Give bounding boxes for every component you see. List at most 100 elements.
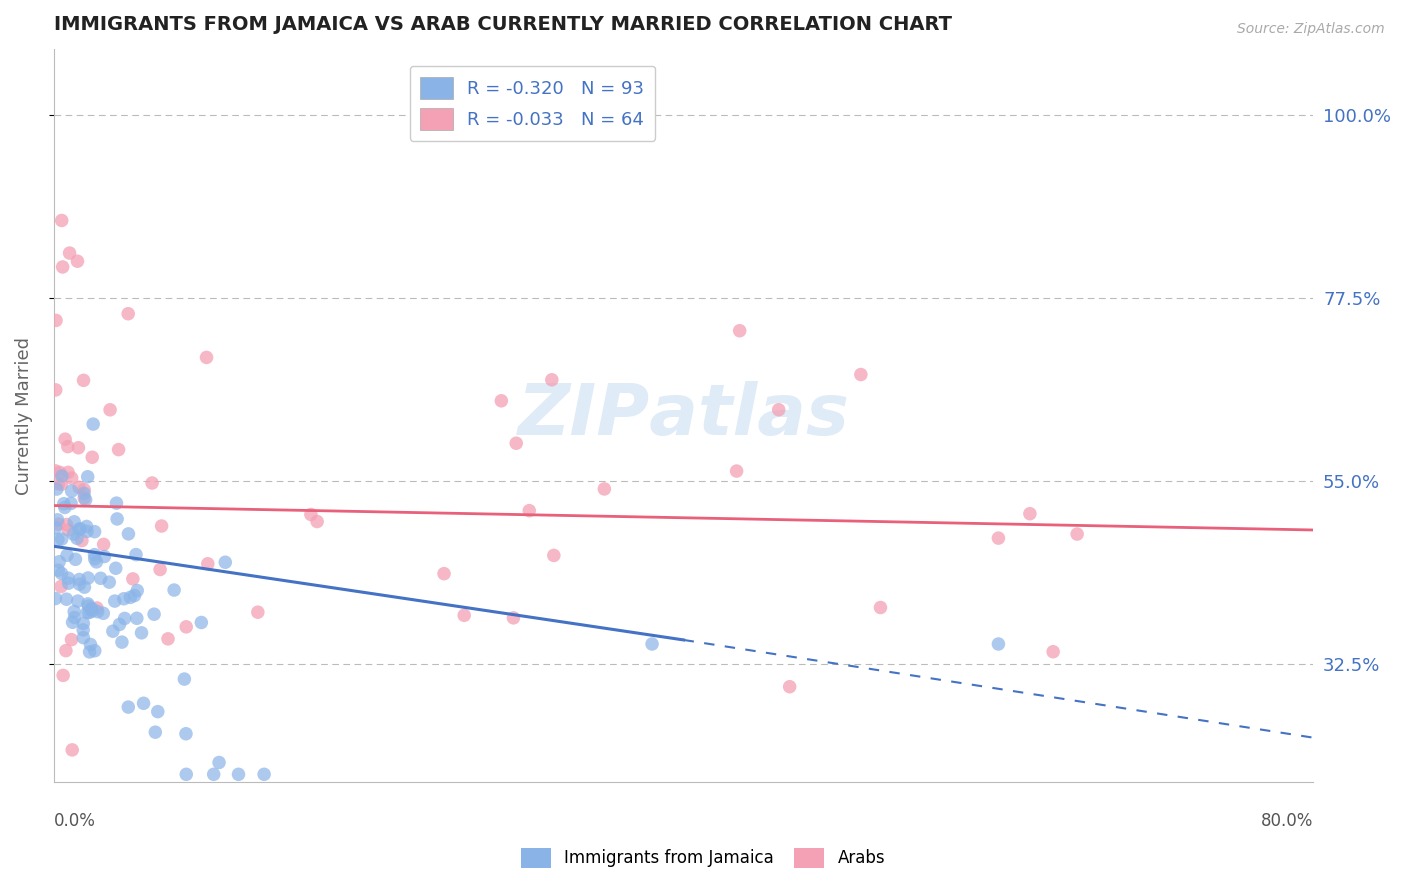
Point <box>112 591 135 606</box>
Point <box>82 417 104 431</box>
Point <box>83 524 105 539</box>
Point <box>543 549 565 563</box>
Point <box>121 572 143 586</box>
Point <box>131 625 153 640</box>
Point <box>77 599 100 613</box>
Point <box>849 368 872 382</box>
Point <box>641 637 664 651</box>
Point <box>149 562 172 576</box>
Point <box>60 471 83 485</box>
Point <box>65 552 87 566</box>
Point <box>79 645 101 659</box>
Point <box>77 571 100 585</box>
Point <box>593 482 616 496</box>
Point <box>91 607 114 621</box>
Point <box>51 213 73 227</box>
Point <box>73 486 96 500</box>
Point <box>174 620 197 634</box>
Point <box>56 549 79 563</box>
Point <box>1019 507 1042 521</box>
Point <box>55 643 77 657</box>
Point <box>146 705 169 719</box>
Point <box>48 517 70 532</box>
Point <box>505 436 527 450</box>
Point <box>83 548 105 562</box>
Point <box>76 469 98 483</box>
Point <box>58 571 80 585</box>
Point <box>202 767 225 781</box>
Point <box>1042 645 1064 659</box>
Point <box>83 551 105 566</box>
Point <box>69 577 91 591</box>
Point <box>246 605 269 619</box>
Point <box>86 605 108 619</box>
Point <box>60 483 83 498</box>
Point <box>150 519 173 533</box>
Point <box>120 591 142 605</box>
Point <box>156 632 179 646</box>
Point <box>540 373 562 387</box>
Point <box>76 597 98 611</box>
Point <box>60 496 83 510</box>
Point <box>1066 527 1088 541</box>
Point <box>49 466 72 480</box>
Point <box>51 532 73 546</box>
Point <box>82 604 104 618</box>
Point <box>105 496 128 510</box>
Point <box>107 442 129 457</box>
Point <box>98 402 121 417</box>
Point <box>108 617 131 632</box>
Point <box>52 668 75 682</box>
Point <box>66 594 89 608</box>
Point <box>72 373 94 387</box>
Point <box>46 513 69 527</box>
Point <box>502 611 524 625</box>
Point <box>79 638 101 652</box>
Point <box>73 580 96 594</box>
Point <box>174 727 197 741</box>
Point <box>45 383 67 397</box>
Point <box>56 466 79 480</box>
Point <box>117 700 139 714</box>
Point <box>44 591 66 606</box>
Point <box>143 607 166 622</box>
Point <box>127 583 149 598</box>
Point <box>132 696 155 710</box>
Point <box>208 756 231 770</box>
Point <box>72 616 94 631</box>
Point <box>228 767 250 781</box>
Point <box>67 573 90 587</box>
Point <box>67 523 90 537</box>
Point <box>728 324 751 338</box>
Point <box>48 555 70 569</box>
Point <box>143 725 166 739</box>
Point <box>53 500 76 515</box>
Point <box>55 517 77 532</box>
Point <box>82 450 104 465</box>
Point <box>125 548 148 562</box>
Point <box>124 589 146 603</box>
Point <box>60 743 83 757</box>
Point <box>51 566 73 581</box>
Point <box>104 594 127 608</box>
Point <box>58 523 80 537</box>
Point <box>114 611 136 625</box>
Point <box>869 600 891 615</box>
Point <box>117 307 139 321</box>
Point <box>101 624 124 639</box>
Point <box>433 566 456 581</box>
Point <box>253 767 276 781</box>
Point <box>93 537 115 551</box>
Point <box>76 519 98 533</box>
Point <box>45 482 67 496</box>
Point <box>98 575 121 590</box>
Point <box>453 608 475 623</box>
Text: 80.0%: 80.0% <box>1261 812 1313 830</box>
Point <box>75 492 97 507</box>
Point <box>46 563 69 577</box>
Point <box>80 601 103 615</box>
Point <box>725 464 748 478</box>
Point <box>190 615 212 630</box>
Point <box>214 555 236 569</box>
Point <box>779 680 801 694</box>
